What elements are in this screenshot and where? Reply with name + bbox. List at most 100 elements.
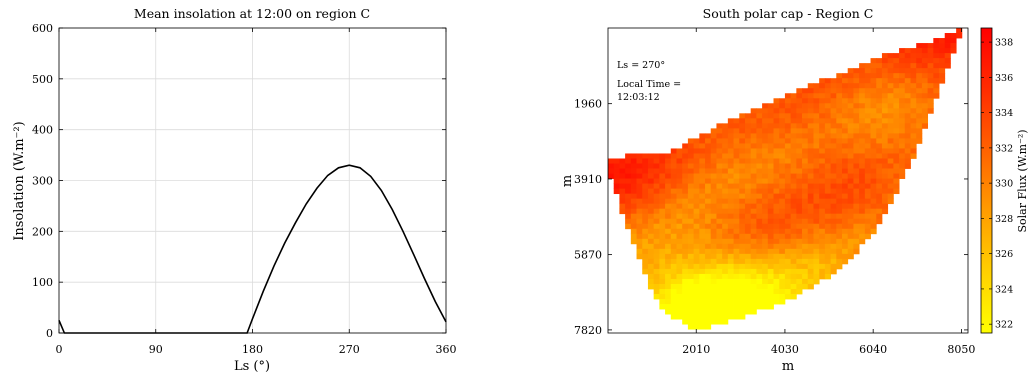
heatmap-cell <box>773 168 780 174</box>
heatmap-cell <box>733 253 740 260</box>
heatmap-cell <box>859 133 866 139</box>
heatmap-cell <box>904 128 911 134</box>
heatmap-cell <box>813 103 820 109</box>
heatmap-cell <box>842 168 849 174</box>
heatmap-cell <box>864 143 871 149</box>
heatmap-cell <box>687 273 695 280</box>
heatmap-cell <box>779 168 786 174</box>
heatmap-cell <box>716 228 723 235</box>
heatmap-cell <box>670 218 677 225</box>
heatmap-cell <box>927 48 934 54</box>
heatmap-cell <box>779 103 786 109</box>
heatmap-cell <box>750 123 757 129</box>
heatmap-cell <box>767 113 774 119</box>
heatmap-cell <box>807 173 814 179</box>
heatmap-cell <box>796 258 803 265</box>
heatmap-cell <box>824 248 831 255</box>
heatmap-cell <box>636 208 643 215</box>
heatmap-cell <box>733 148 740 154</box>
heatmap-cell <box>830 138 837 144</box>
heatmap-cell <box>630 153 637 159</box>
heatmap-cell <box>653 193 660 200</box>
heatmap-cell <box>790 148 797 154</box>
heatmap-cell <box>756 113 763 119</box>
heatmap-cell <box>727 233 734 240</box>
heatmap-cell <box>876 58 883 64</box>
heatmap-cell <box>699 288 706 295</box>
heatmap-cell <box>687 223 695 230</box>
heatmap-cell <box>659 193 666 200</box>
heatmap-cell <box>716 178 723 184</box>
heatmap-cell <box>727 158 734 164</box>
heatmap-cell <box>716 183 723 190</box>
heatmap-cell <box>727 268 734 275</box>
heatmap-cell <box>939 73 946 79</box>
heatmap-cell <box>859 73 866 79</box>
heatmap-cell <box>864 213 871 220</box>
heatmap-cell <box>750 213 757 220</box>
heatmap-cell <box>899 148 906 154</box>
heatmap-cell <box>807 93 814 99</box>
heatmap-cell <box>853 103 860 109</box>
heatmap-cell <box>733 314 740 320</box>
heatmap-cell <box>836 168 843 174</box>
heatmap-cell <box>950 38 957 44</box>
heatmap-cell <box>807 113 814 119</box>
heatmap-cell <box>750 294 757 300</box>
heatmap-cell <box>916 73 923 79</box>
heatmap-cell <box>796 218 803 225</box>
heatmap-cell <box>933 63 940 69</box>
heatmap-cell <box>756 168 763 174</box>
heatmap-cell <box>676 198 683 205</box>
heatmap-cell <box>847 73 854 79</box>
heatmap-cell <box>653 203 660 210</box>
heatmap-cell <box>881 198 889 205</box>
heatmap-cell <box>853 93 860 99</box>
heatmap-cell <box>762 228 769 235</box>
heatmap-cell <box>853 183 860 190</box>
heatmap-cell <box>710 188 717 195</box>
heatmap-cell <box>939 53 946 59</box>
heatmap-cell <box>779 288 786 295</box>
heatmap-cell <box>802 88 809 94</box>
heatmap-cell <box>819 148 826 154</box>
y-tick-label: 0 <box>46 327 53 340</box>
heatmap-cell <box>802 223 809 230</box>
heatmap-cell <box>876 138 883 144</box>
heatmap-cell <box>824 148 831 154</box>
heatmap-cell <box>625 208 632 215</box>
heatmap-cell <box>670 158 677 164</box>
heatmap-cell <box>779 173 786 179</box>
heatmap-cell <box>739 188 746 195</box>
heatmap-cell <box>836 148 843 154</box>
heatmap-cell <box>842 83 849 89</box>
heatmap-cell <box>636 238 643 245</box>
heatmap-cell <box>876 113 883 119</box>
heatmap-cell <box>802 268 809 275</box>
heatmap-cell <box>819 223 826 230</box>
heatmap-cell <box>756 233 763 240</box>
heatmap-cell <box>859 103 866 109</box>
heatmap-cell <box>744 253 752 260</box>
heatmap-cell <box>847 253 854 260</box>
heatmap-cell <box>904 158 911 164</box>
heatmap-cell <box>653 158 660 164</box>
heatmap-cell <box>796 133 803 139</box>
heatmap-cell <box>881 113 889 119</box>
heatmap-cell <box>853 148 860 154</box>
heatmap-cell <box>699 218 706 225</box>
heatmap-cell <box>824 108 831 114</box>
heatmap-cell <box>899 63 906 69</box>
heatmap-cell <box>802 228 809 235</box>
heatmap-cell <box>613 183 620 190</box>
heatmap-cell <box>813 93 820 99</box>
heatmap-cell <box>699 158 706 164</box>
heatmap-cell <box>705 294 712 300</box>
heatmap-cell <box>727 133 734 139</box>
heatmap-cell <box>830 123 837 129</box>
heatmap-cell <box>762 278 769 285</box>
heatmap-cell <box>744 203 752 210</box>
heatmap-cell <box>682 153 689 159</box>
heatmap-cell <box>665 278 672 285</box>
heatmap-cell <box>859 188 866 195</box>
